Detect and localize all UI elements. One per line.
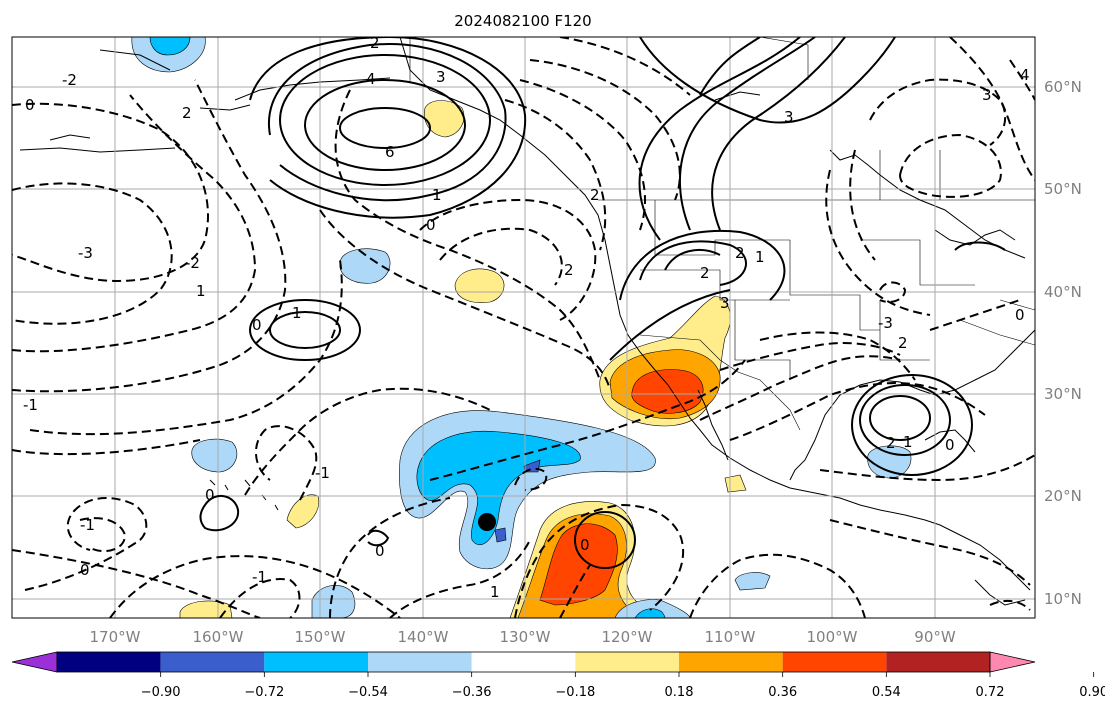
contour-label: 2 [886, 434, 896, 452]
contour-label: -3 [878, 314, 893, 332]
colorbar-segment [782, 652, 887, 672]
colorbar-tick-label: 0.90 [1079, 685, 1105, 700]
contour-label: 0 [1015, 306, 1025, 324]
contour-label: 4 [366, 70, 376, 88]
map-frame [11, 36, 1036, 619]
longitude-labels: 170°W 160°W 150°W 140°W 130°W 120°W 110°… [90, 628, 956, 646]
contour-label: 0 [205, 486, 215, 504]
colorbar-segment [471, 652, 576, 672]
latitude-labels: 60°N 50°N 40°N 30°N 20°N 10°N [1044, 78, 1082, 608]
dashed-contours [12, 37, 1035, 618]
contour-label: 0 [25, 96, 35, 114]
colorbar-segment [575, 652, 679, 672]
contour-label: 2 [564, 261, 574, 279]
contour-label: 1 [196, 282, 206, 300]
contour-label: -1 [252, 568, 267, 586]
contour-label: -1 [23, 396, 38, 414]
contour-label: 1 [903, 433, 913, 451]
lat-label: 20°N [1044, 487, 1082, 505]
contour-label: 1 [490, 583, 500, 601]
gridlines [12, 37, 1035, 618]
lon-label: 100°W [807, 628, 858, 646]
contour-label: 3 [436, 68, 446, 86]
contour-label: 4 [1020, 66, 1030, 84]
contour-label: 1 [755, 248, 765, 266]
colorbar-segment [57, 652, 161, 672]
contour-label: 2 [898, 334, 908, 352]
colorbar-segment [679, 652, 783, 672]
contour-label: 2 [370, 34, 380, 52]
contour-label: 0 [945, 436, 955, 454]
colorbar-tick-label: −0.90 [141, 685, 181, 700]
lon-label: 170°W [90, 628, 141, 646]
colorbar-segment [886, 652, 990, 672]
contour-label: -1 [80, 516, 95, 534]
contour-label: 3 [982, 86, 992, 104]
lat-label: 30°N [1044, 385, 1082, 403]
map-title: 2024082100 F120 [454, 12, 591, 30]
colorbar-tick-label: 0.72 [976, 685, 1005, 700]
colorbar-frame [56, 651, 991, 673]
lon-label: 90°W [914, 628, 956, 646]
contour-label: 3 [784, 108, 794, 126]
lat-label: 40°N [1044, 283, 1082, 301]
contour-label: 1 [432, 186, 442, 204]
colorbar-segment [160, 652, 265, 672]
colorbar: −0.90 −0.72 −0.54 −0.36 −0.18 0.18 0.36 0.54 0.7… [11, 651, 1105, 700]
colorbar-tick-label: −0.54 [348, 685, 388, 700]
contour-label: -2 [62, 71, 77, 89]
colorbar-extension-low [11, 651, 58, 673]
colorbar-tick-label: −0.18 [555, 685, 595, 700]
contour-label: 0 [375, 542, 385, 560]
colorbar-tick-label: −0.36 [452, 685, 492, 700]
lon-label: 110°W [705, 628, 756, 646]
colorbar-tick-label: −0.72 [244, 685, 284, 700]
lon-label: 120°W [602, 628, 653, 646]
colorbar-segment [264, 652, 368, 672]
contour-labels: 2 4 3 6 2 1 0 -2 -3 -2 1 1 0 -1 0 -1 1 0… [23, 34, 1030, 601]
lon-label: 140°W [398, 628, 449, 646]
negative-anomaly-core [416, 431, 581, 546]
storm-position-marker [478, 513, 496, 531]
contour-label: -3 [78, 244, 93, 262]
contour-label: 2 [182, 104, 192, 122]
contour-label: 2 [590, 186, 600, 204]
lat-label: 50°N [1044, 180, 1082, 198]
contour-label: 1 [292, 304, 302, 322]
colorbar-tick-label: 0.36 [768, 685, 797, 700]
colorbar-tick-label: 0.18 [665, 685, 694, 700]
contour-label: -1 [315, 464, 330, 482]
contour-label: 3 [720, 294, 730, 312]
contour-label: 0 [580, 536, 590, 554]
lon-label: 150°W [295, 628, 346, 646]
lat-label: 10°N [1044, 590, 1082, 608]
solid-contours [199, 37, 1006, 569]
contour-label: 0 [252, 316, 262, 334]
contour-label: 2 [700, 264, 710, 282]
colorbar-segment [368, 652, 472, 672]
contour-label: -2 [185, 254, 200, 272]
lat-label: 60°N [1044, 78, 1082, 96]
lon-label: 130°W [500, 628, 551, 646]
colorbar-tick-label: 0.54 [872, 685, 901, 700]
map-area: 2 4 3 6 2 1 0 -2 -3 -2 1 1 0 -1 0 -1 1 0… [12, 34, 1035, 618]
contour-label: 0 [426, 216, 436, 234]
contour-label: 2 [735, 244, 745, 262]
contour-label: 6 [385, 143, 395, 161]
colorbar-extension-high [989, 651, 1036, 673]
contour-label: 0 [80, 561, 90, 579]
lon-label: 160°W [193, 628, 244, 646]
